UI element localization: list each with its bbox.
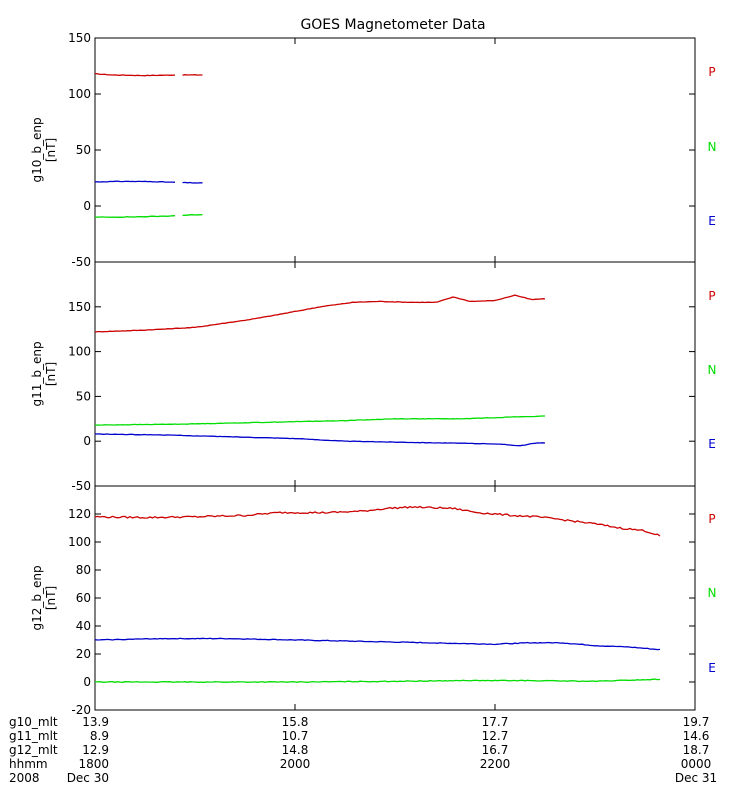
footer-value: 12.7 bbox=[482, 729, 509, 743]
y-axis-label: g11_b_enp bbox=[30, 341, 44, 406]
y-tick-label: 100 bbox=[68, 345, 91, 359]
legend-E: E bbox=[708, 661, 716, 675]
y-tick-label: 120 bbox=[68, 507, 91, 521]
footer-value: Dec 31 bbox=[675, 771, 717, 785]
y-tick-label: 60 bbox=[76, 591, 91, 605]
panel-frame bbox=[94, 485, 696, 711]
footer-row-label: 2008 bbox=[9, 771, 40, 785]
footer-value: 8.9 bbox=[90, 729, 109, 743]
footer-value: 0000 bbox=[681, 757, 712, 771]
series-line-P bbox=[94, 505, 661, 537]
legend-N: N bbox=[708, 140, 717, 154]
series-line-E bbox=[94, 433, 546, 447]
footer-value: 10.7 bbox=[282, 729, 309, 743]
series-line-P bbox=[94, 294, 546, 333]
footer-row-label: hhmm bbox=[9, 757, 48, 771]
footer-value: 18.7 bbox=[683, 743, 710, 757]
y-tick-label: 0 bbox=[83, 434, 91, 448]
y-tick-label: 40 bbox=[76, 619, 91, 633]
y-tick-label: 150 bbox=[68, 300, 91, 314]
panel-3: -20 0 20 40 60 80 100 120 g12_b_enp [nT] P N E bbox=[30, 485, 717, 717]
footer-value: 2200 bbox=[480, 757, 511, 771]
legend-P: P bbox=[708, 512, 715, 526]
chart-title: GOES Magnetometer Data bbox=[300, 17, 485, 33]
series-line-E bbox=[94, 180, 203, 184]
y-axis-units: [nT] bbox=[44, 362, 58, 386]
series-line-P bbox=[94, 72, 203, 77]
footer-row-label: g10_mlt bbox=[9, 715, 58, 729]
footer-row-label: g12_mlt bbox=[9, 743, 58, 757]
y-axis-label: g12_b_enp bbox=[30, 565, 44, 630]
footer-value: 19.7 bbox=[683, 715, 710, 729]
footer-value: Dec 30 bbox=[67, 771, 109, 785]
series-line-N bbox=[95, 678, 661, 683]
y-tick-label: 80 bbox=[76, 563, 91, 577]
y-tick-label: 0 bbox=[83, 675, 91, 689]
footer-value: 13.9 bbox=[82, 715, 109, 729]
y-tick-label: 150 bbox=[68, 31, 91, 45]
y-tick-label: 100 bbox=[68, 535, 91, 549]
series-line-N bbox=[94, 415, 545, 426]
series-line-N bbox=[94, 213, 203, 219]
y-tick-label: 20 bbox=[76, 647, 91, 661]
footer-value: 15.8 bbox=[282, 715, 309, 729]
y-axis-units: [nT] bbox=[44, 586, 58, 610]
footer-value: 2000 bbox=[280, 757, 311, 771]
series-line-E bbox=[94, 637, 661, 651]
panel-frame bbox=[94, 261, 696, 487]
panel-2: -50 0 50 100 150 g11_b_enp [nT] P N E bbox=[30, 261, 717, 493]
legend-E: E bbox=[708, 214, 716, 228]
x-axis-footer: g10_mlt 13.9 15.8 17.7 19.7 g11_mlt 8.9 10.7 12.… bbox=[9, 715, 717, 785]
legend-E: E bbox=[708, 437, 716, 451]
legend-P: P bbox=[708, 65, 715, 79]
footer-row-label: g11_mlt bbox=[9, 729, 58, 743]
footer-value: 14.8 bbox=[282, 743, 309, 757]
y-tick-label: -50 bbox=[71, 255, 91, 269]
panel-frame bbox=[94, 37, 696, 263]
legend-P: P bbox=[708, 289, 715, 303]
y-tick-label: 100 bbox=[68, 87, 91, 101]
legend-N: N bbox=[708, 363, 717, 377]
y-tick-label: -20 bbox=[71, 703, 91, 717]
footer-value: 16.7 bbox=[482, 743, 509, 757]
y-tick-label: 50 bbox=[76, 143, 91, 157]
panel-1: -50 0 50 100 150 g10_b_enp [nT] P N E bbox=[30, 31, 716, 269]
footer-value: 14.6 bbox=[683, 729, 710, 743]
y-tick-label: 0 bbox=[83, 199, 91, 213]
y-axis-units: [nT] bbox=[44, 138, 58, 162]
footer-value: 12.9 bbox=[82, 743, 109, 757]
y-tick-label: 50 bbox=[76, 389, 91, 403]
legend-N: N bbox=[708, 586, 717, 600]
footer-value: 17.7 bbox=[482, 715, 509, 729]
y-axis-label: g10_b_enp bbox=[30, 117, 44, 182]
footer-value: 1800 bbox=[78, 757, 109, 771]
y-tick-label: -50 bbox=[71, 479, 91, 493]
